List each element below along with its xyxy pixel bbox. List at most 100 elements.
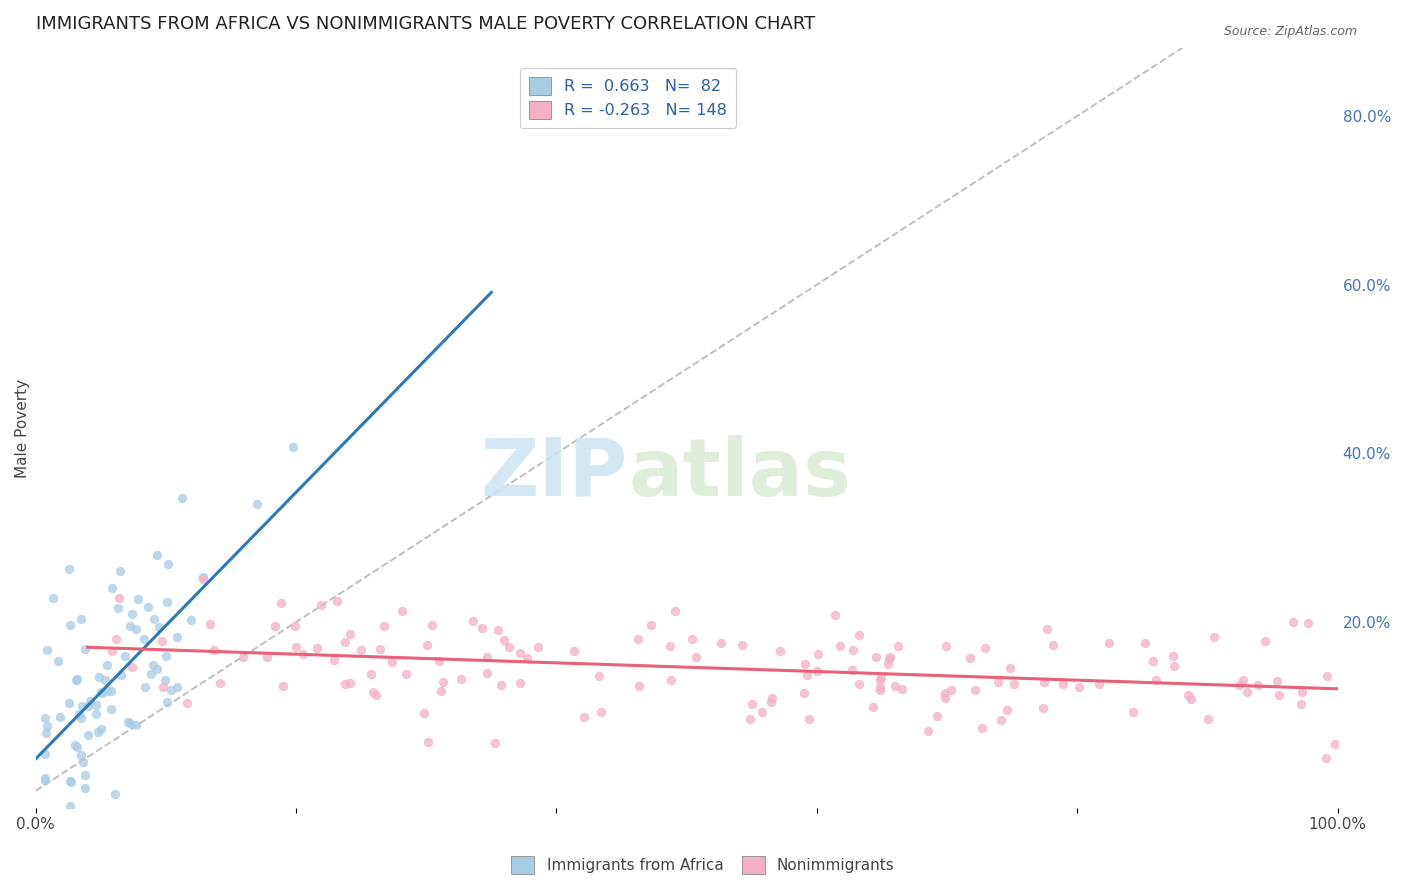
Point: [124, 622, 146, 636]
Point: [176, 696, 198, 710]
Point: [883, 679, 905, 693]
Point: [574, 709, 596, 723]
Point: [339, 676, 361, 690]
Point: [34, 772, 56, 786]
Point: [527, 640, 550, 654]
Point: [121, 660, 143, 674]
Point: [96, 657, 118, 672]
Point: [917, 723, 939, 738]
Point: [658, 639, 681, 653]
Point: [93, 673, 115, 687]
Point: [157, 557, 180, 571]
Point: [794, 657, 817, 672]
Point: [1289, 697, 1312, 711]
Point: [1316, 669, 1339, 683]
Point: [793, 686, 815, 700]
Point: [132, 632, 155, 646]
Point: [153, 673, 176, 688]
Point: [90, 722, 112, 736]
Point: [90, 685, 112, 699]
Point: [761, 691, 783, 706]
Point: [562, 644, 585, 658]
Point: [146, 548, 169, 562]
Point: [1163, 659, 1185, 673]
Point: [284, 619, 307, 633]
Point: [37, 719, 59, 733]
Point: [65, 673, 87, 687]
Point: [232, 649, 254, 664]
Point: [263, 619, 285, 633]
Point: [987, 674, 1010, 689]
Point: [107, 591, 129, 605]
Point: [1122, 705, 1144, 719]
Point: [395, 667, 418, 681]
Point: [59, 774, 82, 789]
Point: [58, 799, 80, 814]
Point: [34, 772, 56, 787]
Point: [416, 735, 439, 749]
Point: [121, 607, 143, 621]
Point: [142, 612, 165, 626]
Point: [117, 715, 139, 730]
Point: [180, 613, 202, 627]
Point: [63, 739, 86, 753]
Point: [664, 604, 686, 618]
Point: [848, 677, 870, 691]
Point: [751, 705, 773, 719]
Point: [101, 643, 124, 657]
Point: [86, 707, 108, 722]
Point: [87, 724, 110, 739]
Point: [160, 683, 183, 698]
Point: [361, 684, 384, 698]
Point: [125, 718, 148, 732]
Point: [806, 665, 828, 679]
Point: [42, 591, 65, 606]
Point: [118, 618, 141, 632]
Point: [869, 673, 891, 687]
Point: [79, 694, 101, 708]
Point: [35, 725, 58, 739]
Point: [75, 642, 97, 657]
Point: [934, 686, 956, 700]
Point: [927, 709, 949, 723]
Point: [1036, 622, 1059, 636]
Point: [381, 655, 404, 669]
Point: [100, 684, 122, 698]
Point: [959, 650, 981, 665]
Point: [509, 646, 531, 660]
Point: [1033, 675, 1056, 690]
Point: [890, 682, 912, 697]
Point: [870, 670, 893, 684]
Point: [208, 676, 231, 690]
Point: [471, 622, 494, 636]
Point: [489, 678, 512, 692]
Point: [118, 716, 141, 731]
Point: [107, 600, 129, 615]
Point: [741, 697, 763, 711]
Point: [828, 639, 851, 653]
Point: [70, 711, 93, 725]
Point: [70, 612, 93, 626]
Point: [877, 657, 900, 671]
Point: [368, 641, 391, 656]
Point: [848, 628, 870, 642]
Point: [731, 638, 754, 652]
Point: [72, 755, 94, 769]
Point: [172, 491, 194, 505]
Point: [807, 647, 830, 661]
Point: [100, 702, 122, 716]
Point: [139, 667, 162, 681]
Text: Source: ZipAtlas.com: Source: ZipAtlas.com: [1223, 25, 1357, 38]
Point: [58, 696, 80, 710]
Text: atlas: atlas: [628, 434, 851, 513]
Point: [1247, 678, 1270, 692]
Point: [59, 618, 82, 632]
Point: [1204, 630, 1226, 644]
Point: [1032, 701, 1054, 715]
Text: IMMIGRANTS FROM AFRICA VS NONIMMIGRANTS MALE POVERTY CORRELATION CHART: IMMIGRANTS FROM AFRICA VS NONIMMIGRANTS …: [35, 15, 815, 33]
Point: [1197, 712, 1219, 726]
Point: [91, 686, 114, 700]
Point: [34, 711, 56, 725]
Point: [67, 707, 90, 722]
Point: [34, 747, 56, 761]
